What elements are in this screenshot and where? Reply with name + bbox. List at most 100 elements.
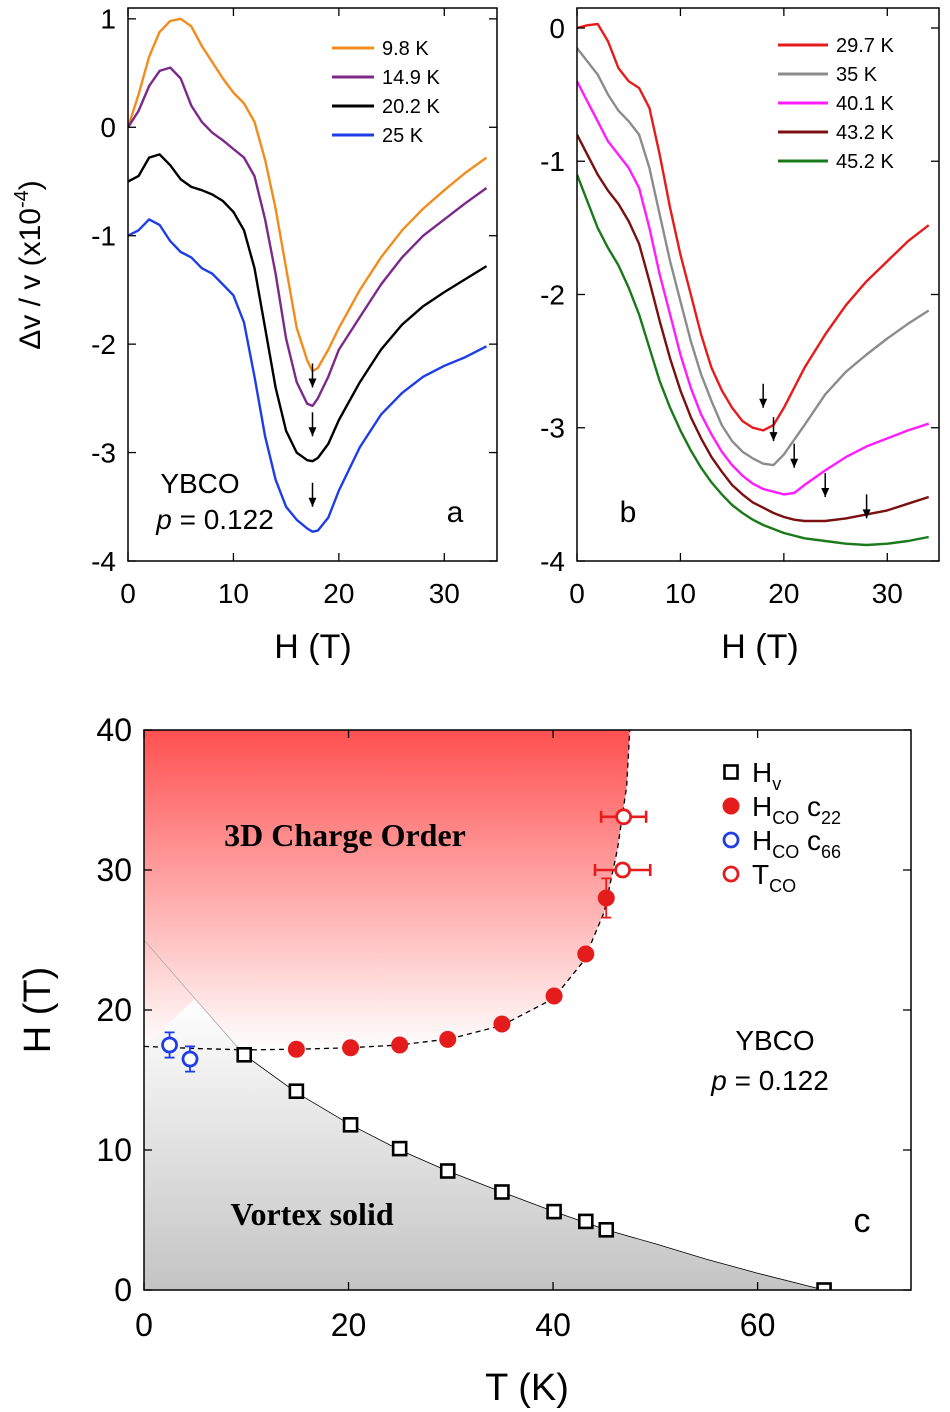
panel-c-sample-name: YBCO [735,1025,814,1056]
x-tick-label: 30 [429,578,460,609]
legend-marker-0 [723,764,739,780]
y-tick-label: 0 [549,13,565,44]
panel-c-axes: 0 20 40 60 0 10 20 30 40 [96,712,911,1343]
data-point-series-1 [545,987,563,1005]
panel-a-frame [127,7,498,562]
charge-order-region [144,730,630,1050]
panel-b-frame [576,7,940,562]
series-line-0 [128,17,488,373]
data-point-series-3 [615,808,633,826]
data-point-series-0 [439,1163,456,1179]
legend-suffix: c [799,791,821,822]
arrow-head [308,497,317,507]
panel-c-label: c [854,1202,871,1240]
series-line-3 [128,218,488,533]
legend-label-1: 14.9 K [382,67,440,89]
legend-suffix-sub: 22 [821,808,841,828]
panel-c-doping: p = 0.122 [710,1065,829,1096]
x-tick-label: 20 [323,578,354,609]
data-point-series-0 [546,1203,562,1220]
legend-suffix: c [799,825,821,856]
data-point-series-1 [391,1036,409,1054]
data-point-series-0 [288,1083,305,1099]
vortex-solid-label: Vortex solid [230,1196,393,1232]
y-tick-label: -3 [540,413,565,444]
y-tick-label: -3 [91,437,116,468]
y-tick-label: -2 [540,279,565,310]
legend-label-3: 25 K [382,125,424,147]
y-tick-label: -4 [91,546,116,577]
arrow-head [862,509,871,519]
legend-base: H [752,757,772,788]
arrow-head [790,458,799,468]
panel-b-legend: 29.7 K 35 K 40.1 K 43.2 K 45.2 K [778,35,894,173]
y-tick-label: 0 [114,1272,132,1308]
legend-sub: v [772,774,781,794]
panel-b-axes: 0 10 20 30 -4 -3 -2 -1 0 [540,8,939,609]
panel-a-legend: 9.8 K 14.9 K 20.2 K 25 K [332,38,440,147]
data-point-series-1 [342,1039,360,1057]
legend-base: H [752,825,772,856]
panel-a: 0 10 20 30-4-3-2-101 9.8 K14.9 K20.2 K25 K … [11,4,498,666]
legend-label-0: 29.7 K [836,35,894,57]
legend-label-3: TCO [752,859,796,896]
y-tick-label: -1 [540,146,565,177]
y-tick-label: 30 [96,852,132,888]
x-tick-label: 40 [535,1307,571,1343]
arrow-head [308,427,317,437]
vortex-fit-extension [144,939,245,1056]
series-line-2 [577,80,930,496]
x-tick-label: 60 [740,1307,776,1343]
data-point-series-1 [493,1015,511,1033]
arrow-head [308,378,317,388]
vortex-fit-line [243,1054,825,1290]
series-line-1 [128,66,488,408]
series-line-4 [577,174,929,547]
legend-label-2: 40.1 K [836,93,894,115]
x-tick-label: 0 [120,578,136,609]
arrow-head [759,398,768,408]
series-line-0 [577,22,930,432]
data-point-series-1 [577,945,595,963]
legend-label-2: HCO c66 [752,825,841,862]
data-point-series-0 [494,1184,510,1200]
x-tick-label: 10 [665,578,696,609]
y-tick-label: 40 [96,712,132,748]
panel-a-axes: 0 10 20 30 -4 -3 -2 -1 0 1 [91,4,497,609]
legend-sub: CO [769,876,796,896]
legend-label-0: Hv [752,757,781,794]
data-point-series-2 [161,1036,178,1054]
legend-label-1: 35 K [836,64,878,86]
y-tick-label: -2 [91,329,116,360]
charge-order-boundary [144,730,631,1051]
data-point-series-0 [577,1213,594,1230]
legend-label-4: 45.2 K [836,151,894,173]
legend-marker-3 [722,865,740,883]
y-tick-label: -4 [540,546,565,577]
x-tick-label: 10 [218,578,249,609]
data-point-series-0 [236,1047,253,1063]
x-tick-label: 0 [569,578,585,609]
panel-b-plot-area [577,22,930,547]
y-tick-label: 10 [96,1132,132,1168]
legend-label-2: 20.2 K [382,96,440,118]
x-tick-label: 20 [768,578,799,609]
legend-marker-1 [722,797,740,815]
y-tick-label: 20 [96,992,132,1028]
charge-order-label: 3D Charge Order [224,817,466,853]
panel-c-points [161,808,832,1290]
panel-a-y-axis-label: Δv / v (x10-4) [11,180,47,350]
legend-sub: CO [772,808,799,828]
data-point-series-1 [597,889,615,907]
y-tick-label: -1 [91,221,116,252]
y-tick-label: 1 [100,4,116,35]
series-line-1 [577,47,930,467]
y-tick-label: 0 [100,112,116,143]
data-point-series-0 [342,1117,359,1133]
data-point-series-0 [816,1282,832,1290]
legend-sub: CO [772,842,799,862]
panel-b: 0 10 20 30 -4 -3 -2 -1 0 29.7 K 35 K 40.1 K 43.2 K 4… [540,7,940,666]
panel-c-y-axis-label: H (T) [17,967,59,1054]
x-tick-label: 30 [872,578,903,609]
arrow-head [769,432,778,442]
